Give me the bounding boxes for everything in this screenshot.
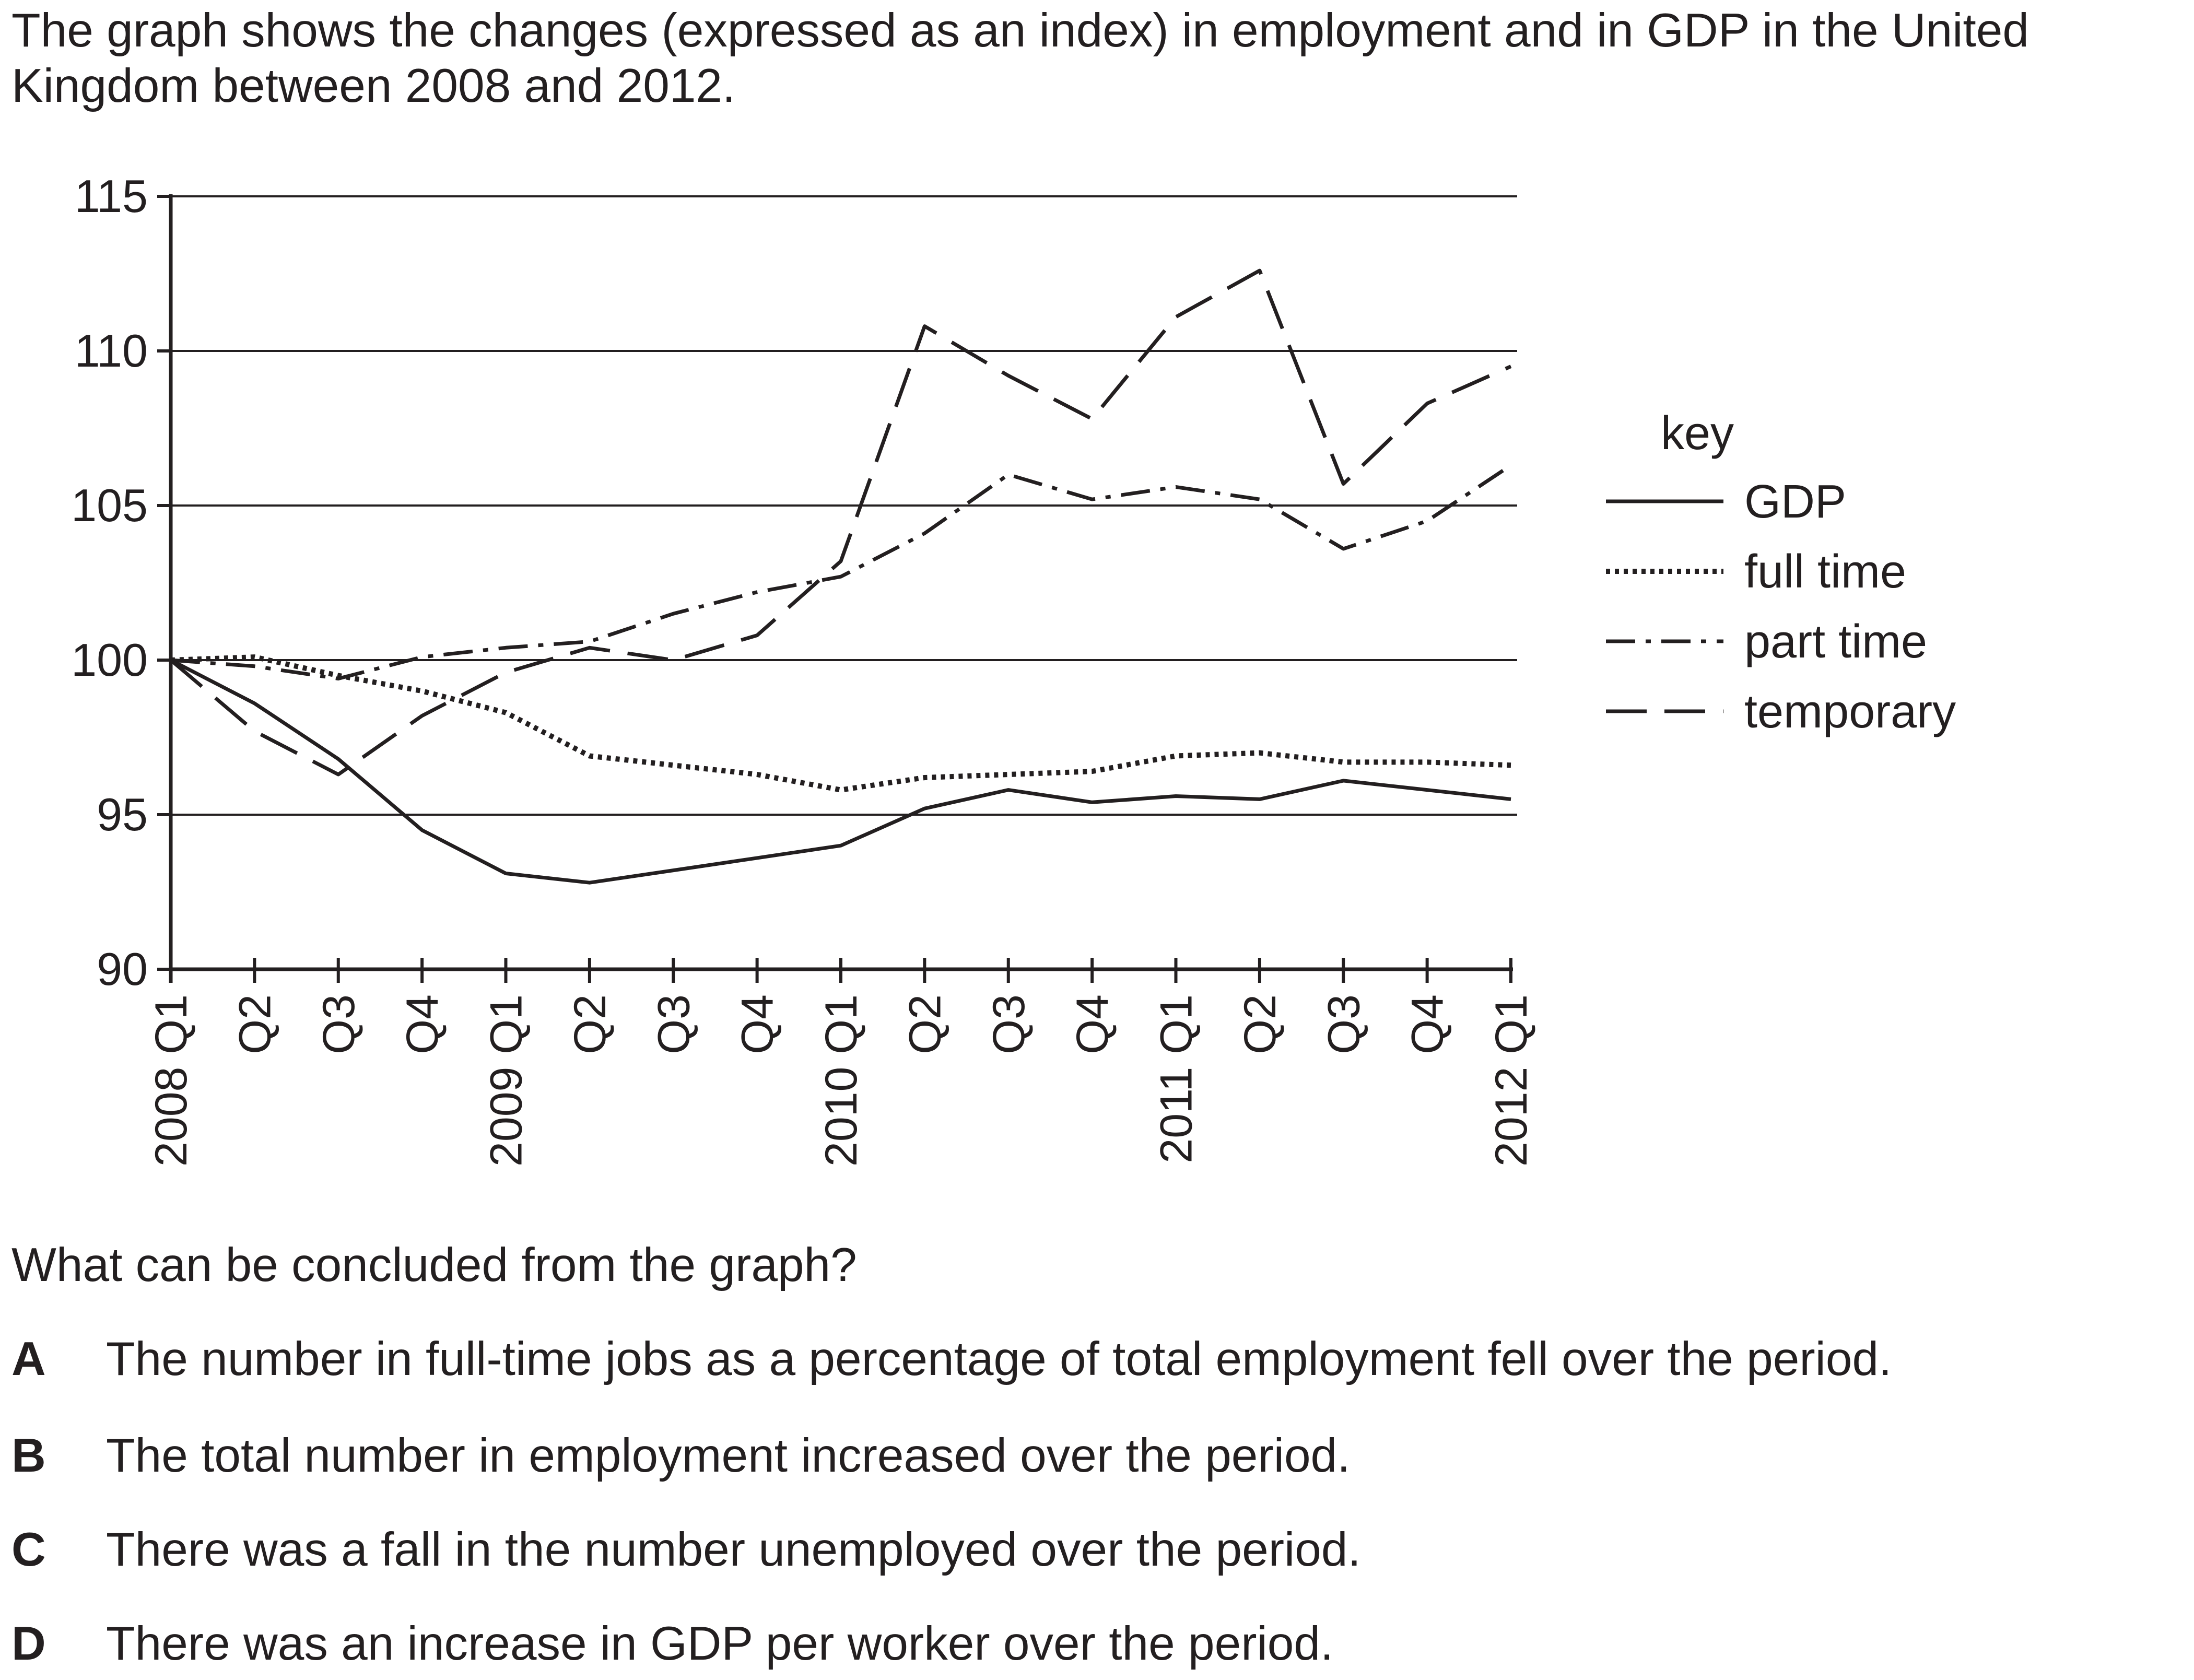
x-tick-label: 2012 Q1 [1486,994,1536,1167]
legend-label: part time [1744,616,1927,668]
y-tick-label: 100 [71,634,148,686]
option-d[interactable]: D There was an increase in GDP per worke… [0,1616,2183,1674]
grid-lines [171,195,1517,816]
legend-title: key [1661,407,1734,460]
y-tick-labels: 90 95 100 105 110 115 [71,170,148,995]
legend-label: full time [1744,546,1906,598]
y-tick-label: 90 [97,943,148,995]
x-tick-label: 2008 Q1 [146,994,196,1167]
question-text: What can be concluded from the graph? [11,1239,857,1291]
option-letter: A [11,1333,46,1385]
option-letter: C [11,1523,46,1576]
legend: key GDP full time part time temporary [1606,407,1956,738]
option-text: There was a fall in the number unemploye… [106,1523,1361,1576]
option-text: There was an increase in GDP per worker … [106,1617,1334,1670]
option-text: The total number in employment increased… [106,1429,1351,1482]
series-line-full-time [170,654,1511,793]
series-lines [169,268,1512,885]
y-tick-label: 110 [75,325,148,377]
option-c[interactable]: C There was a fall in the number unemplo… [0,1522,2183,1580]
x-tick-label: Q2 [900,994,950,1054]
x-tick-label: Q3 [649,994,699,1054]
x-tick-label: 2010 Q1 [816,994,866,1167]
x-tick-label: Q2 [230,994,280,1054]
x-tick-label: Q3 [1319,994,1369,1054]
y-tick-label: 95 [97,789,148,840]
y-tick-label: 105 [71,479,148,531]
series-line-temporary [169,268,1512,777]
axes [157,194,1513,983]
series-line-GDP [170,658,1511,885]
x-tick-labels: 2008 Q1 Q2 Q3 Q4 2009 Q1 Q2 Q3 Q4 2010 Q1 Q2 Q3 Q4 2… [146,994,1536,1167]
option-b[interactable]: B The total number in employment increas… [0,1428,2183,1486]
x-tick-label: Q2 [565,994,615,1054]
x-tick-label: Q4 [397,994,448,1054]
x-tick-label: 2011 Q1 [1152,994,1202,1164]
x-tick-label: 2009 Q1 [482,994,532,1167]
x-tick-label: Q2 [1235,994,1285,1054]
option-letter: B [11,1429,46,1482]
intro-text: The graph shows the changes (expressed a… [11,4,2029,112]
series-line-part-time [170,464,1512,680]
legend-label: GDP [1744,476,1846,528]
x-tick-label: Q3 [984,994,1034,1054]
option-a[interactable]: A The number in full-time jobs as a perc… [0,1332,2183,1389]
line-chart: 90 95 100 105 110 115 2008 Q1 Q2 Q3 Q4 2009 Q1 Q2 Q… [71,170,1956,1167]
legend-label: temporary [1744,686,1956,738]
x-tick-label: Q4 [733,994,783,1054]
option-letter: D [11,1617,46,1670]
x-tick-label: Q3 [314,994,364,1054]
option-text: The number in full-time jobs as a percen… [106,1333,1892,1385]
x-tick-label: Q4 [1067,994,1118,1054]
y-tick-label: 115 [75,170,148,222]
x-tick-label: Q4 [1403,994,1453,1054]
